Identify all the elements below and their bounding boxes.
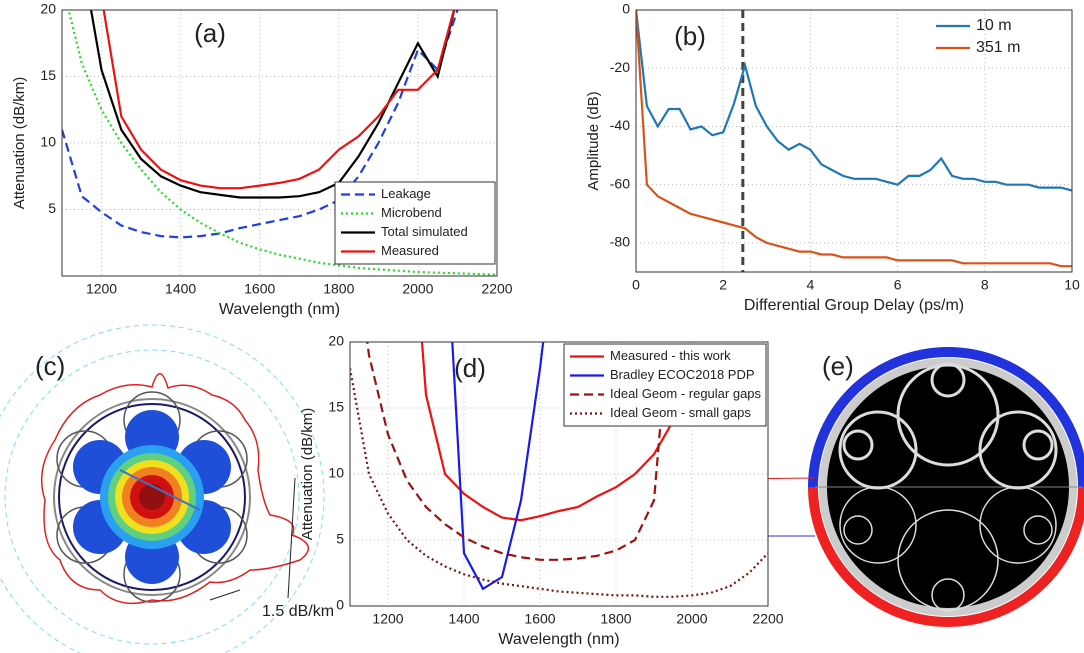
y-tick-label: -40 xyxy=(610,117,630,133)
plot-frame xyxy=(635,9,1073,273)
y-tick-label: 15 xyxy=(328,399,344,415)
x-tick-label: 1400 xyxy=(165,281,196,297)
series-line xyxy=(636,10,1072,192)
annotation: 1.5 dB/km xyxy=(262,603,334,620)
series-line xyxy=(89,10,456,199)
plot-area xyxy=(636,10,1072,272)
legend-label: Ideal Geom - small gaps xyxy=(610,405,751,420)
series-line xyxy=(420,342,712,522)
y-tick-label: 5 xyxy=(336,531,344,547)
x-tick-label: 1600 xyxy=(244,281,275,297)
fiber-cross-section xyxy=(580,347,1084,627)
y-axis-label: Amplitude (dB) xyxy=(585,91,602,190)
y-tick-label: 15 xyxy=(40,67,56,83)
x-tick-label: 8 xyxy=(981,277,989,293)
series-line xyxy=(67,10,497,276)
y-axis-label: Attenuation (dB/km) xyxy=(11,77,28,210)
x-tick-label: 2 xyxy=(719,277,727,293)
x-tick-label: 2200 xyxy=(752,611,783,627)
x-tick-label: 2000 xyxy=(402,281,433,297)
x-axis-label: Differential Group Delay (ps/m) xyxy=(744,297,964,314)
x-tick-label: 2000 xyxy=(676,611,707,627)
y-tick-label: 10 xyxy=(40,134,56,150)
series-line xyxy=(102,10,456,190)
y-tick-label: 20 xyxy=(40,1,56,17)
legend-label: Microbend xyxy=(381,205,442,220)
series-line xyxy=(366,342,669,561)
x-tick-label: 6 xyxy=(894,277,902,293)
x-axis-label: Wavelength (nm) xyxy=(219,301,340,318)
y-tick-label: 0 xyxy=(336,597,344,613)
series-line xyxy=(350,368,768,598)
plot-frame xyxy=(61,9,498,277)
x-tick-label: 1200 xyxy=(86,281,117,297)
legend-label: Leakage xyxy=(381,186,431,201)
y-tick-label: -20 xyxy=(610,59,630,75)
series-line xyxy=(62,10,459,239)
x-tick-label: 1200 xyxy=(372,611,403,627)
y-tick-label: 20 xyxy=(328,333,344,349)
y-tick-label: 0 xyxy=(622,1,630,17)
x-tick-label: 0 xyxy=(632,277,640,293)
legend-label: Bradley ECOC2018 PDP xyxy=(610,367,755,382)
fiber-mode-diagram xyxy=(0,324,325,653)
legend-label: Measured xyxy=(381,243,439,258)
y-tick-label: -80 xyxy=(610,234,630,250)
series-line xyxy=(636,10,1072,268)
x-tick-label: 1400 xyxy=(448,611,479,627)
legend-label: Ideal Geom - regular gaps xyxy=(610,386,762,401)
y-tick-label: 5 xyxy=(48,200,56,216)
legend-label: 351 m xyxy=(976,39,1020,56)
plot-frame xyxy=(349,341,769,607)
x-tick-label: 1600 xyxy=(524,611,555,627)
y-tick-label: -60 xyxy=(610,175,630,191)
panel-label: (b) xyxy=(674,21,706,51)
x-tick-label: 2200 xyxy=(481,281,512,297)
legend-box xyxy=(334,181,496,265)
x-tick-label: 10 xyxy=(1064,277,1080,293)
y-axis-label: Attenuation (dB/km) xyxy=(299,408,316,541)
y-tick-label: 10 xyxy=(328,465,344,481)
legend-label: Total simulated xyxy=(381,224,468,239)
x-tick-label: 1800 xyxy=(323,281,354,297)
x-tick-label: 1800 xyxy=(600,611,631,627)
x-axis-label: Wavelength (nm) xyxy=(498,631,619,648)
x-tick-label: 4 xyxy=(807,277,815,293)
legend-label: 10 m xyxy=(976,17,1012,34)
panel-label: (a) xyxy=(194,18,226,48)
legend-box xyxy=(563,343,767,427)
panel-label: (d) xyxy=(454,353,486,383)
panel-label: (c) xyxy=(35,351,65,381)
panel-label: (e) xyxy=(822,351,854,381)
legend-label: Measured - this work xyxy=(610,348,731,363)
series-line xyxy=(451,342,545,591)
